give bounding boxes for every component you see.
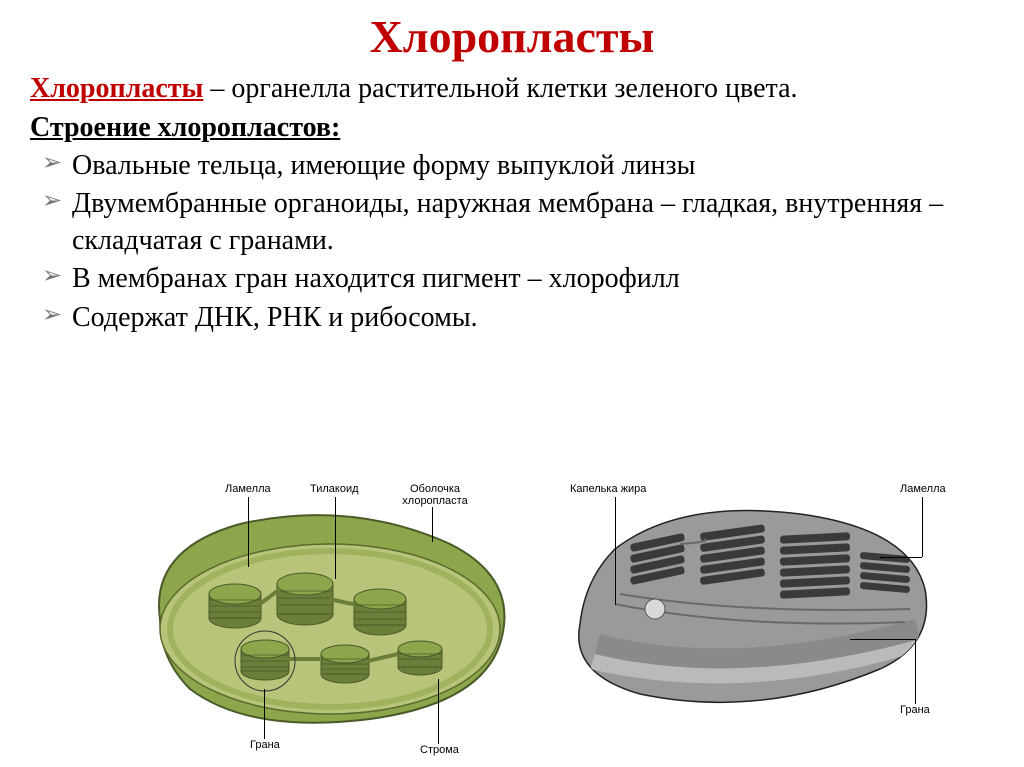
definition-rest: – органелла растительной клетки зеленого…: [203, 73, 797, 104]
label-stroma: Строма: [420, 744, 459, 756]
bullet-list: Овальные тельца, имеющие форму выпуклой …: [30, 148, 994, 336]
label-grana-right: Грана: [900, 704, 930, 716]
bullet-item: В мембранах гран находится пигмент – хло…: [30, 261, 994, 297]
label-envelope: Оболочка хлоропласта: [395, 483, 475, 507]
label-lamella-left: Ламелла: [225, 483, 271, 495]
chloroplast-3d-diagram: [120, 489, 540, 749]
page-title: Хлоропласты: [30, 10, 994, 63]
bullet-item: Двумембранные органоиды, наружная мембра…: [30, 186, 994, 259]
diagram-area: Ламелла Тилакоид Оболочка хлоропласта Гр…: [0, 479, 1024, 759]
definition-term: Хлоропласты: [30, 73, 203, 104]
label-fat-drop: Капелька жира: [570, 483, 646, 495]
definition-text: Хлоропласты – органелла растительной кле…: [30, 71, 994, 106]
label-grana-left: Грана: [250, 739, 280, 751]
bullet-item: Содержат ДНК, РНК и рибосомы.: [30, 300, 994, 336]
label-lamella-right: Ламелла: [900, 483, 946, 495]
bullet-item: Овальные тельца, имеющие форму выпуклой …: [30, 148, 994, 184]
chloroplast-micrograph: [560, 494, 940, 724]
structure-subtitle: Строение хлоропластов:: [30, 112, 994, 144]
label-thylakoid: Тилакоид: [310, 483, 359, 495]
